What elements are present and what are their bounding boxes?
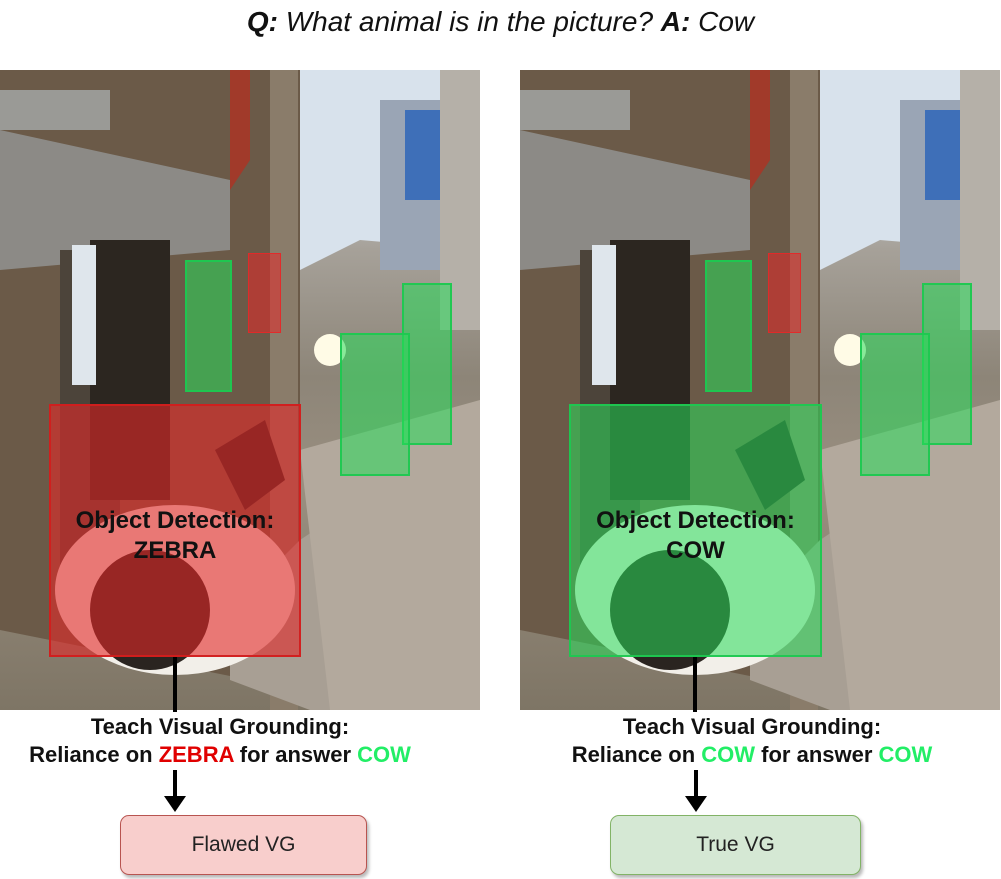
- teach-answer: COW: [878, 742, 933, 767]
- detection-box-main: Object Detection: COW: [569, 404, 822, 657]
- detection-box-person-2: [402, 283, 452, 445]
- detection-label: Object Detection: COW: [571, 506, 820, 566]
- detection-box-main: Object Detection: ZEBRA: [49, 404, 301, 657]
- question-header: Q: What animal is in the picture? A: Cow: [0, 6, 1001, 38]
- teach-line2: Reliance on COW for answer COW: [502, 741, 1001, 769]
- connector-line-left: [173, 657, 177, 712]
- answer-label: A:: [660, 6, 691, 37]
- question-label: Q:: [246, 6, 278, 37]
- teach-text-right: Teach Visual Grounding: Reliance on COW …: [502, 713, 1001, 769]
- result-label: Flawed VG: [191, 833, 296, 856]
- question-text: What animal is in the picture?: [285, 6, 654, 37]
- detection-box-motorbike: [340, 333, 410, 476]
- detection-class: ZEBRA: [133, 537, 217, 564]
- detection-box-motorbike: [860, 333, 930, 476]
- teach-pre: Reliance on: [571, 742, 702, 767]
- teach-pre: Reliance on: [29, 742, 159, 767]
- arrow-shaft-left: [173, 770, 177, 798]
- teach-text-left: Teach Visual Grounding: Reliance on ZEBR…: [0, 713, 470, 769]
- arrow-shaft-right: [694, 770, 698, 798]
- result-box-flawed: Flawed VG: [120, 815, 367, 875]
- connector-line-right: [693, 657, 697, 712]
- teach-mid: for answer: [233, 742, 358, 767]
- teach-answer: COW: [357, 742, 411, 767]
- detection-box-person-2: [922, 283, 972, 445]
- detection-class: COW: [666, 537, 725, 564]
- detection-title: Object Detection:: [75, 507, 275, 534]
- detection-label: Object Detection: ZEBRA: [51, 506, 299, 566]
- teach-line1: Teach Visual Grounding:: [90, 714, 350, 739]
- street-photo-right: Object Detection: COW: [520, 70, 1000, 710]
- arrow-head-right: [685, 796, 707, 812]
- detection-box-person-1: [705, 260, 752, 392]
- detection-box-person-1: [185, 260, 232, 392]
- answer-text: Cow: [698, 6, 755, 37]
- street-photo-left: Object Detection: ZEBRA: [0, 70, 480, 710]
- teach-object: ZEBRA: [158, 742, 234, 767]
- result-label: True VG: [696, 833, 775, 856]
- arrow-head-left: [164, 796, 186, 812]
- result-box-true: True VG: [610, 815, 861, 875]
- detection-title: Object Detection:: [596, 507, 795, 534]
- detection-box-small-red: [248, 253, 281, 333]
- teach-line2: Reliance on ZEBRA for answer COW: [0, 741, 470, 769]
- teach-mid: for answer: [755, 742, 879, 767]
- teach-object: COW: [701, 742, 756, 767]
- detection-box-small-red: [768, 253, 801, 333]
- teach-line1: Teach Visual Grounding:: [622, 714, 882, 739]
